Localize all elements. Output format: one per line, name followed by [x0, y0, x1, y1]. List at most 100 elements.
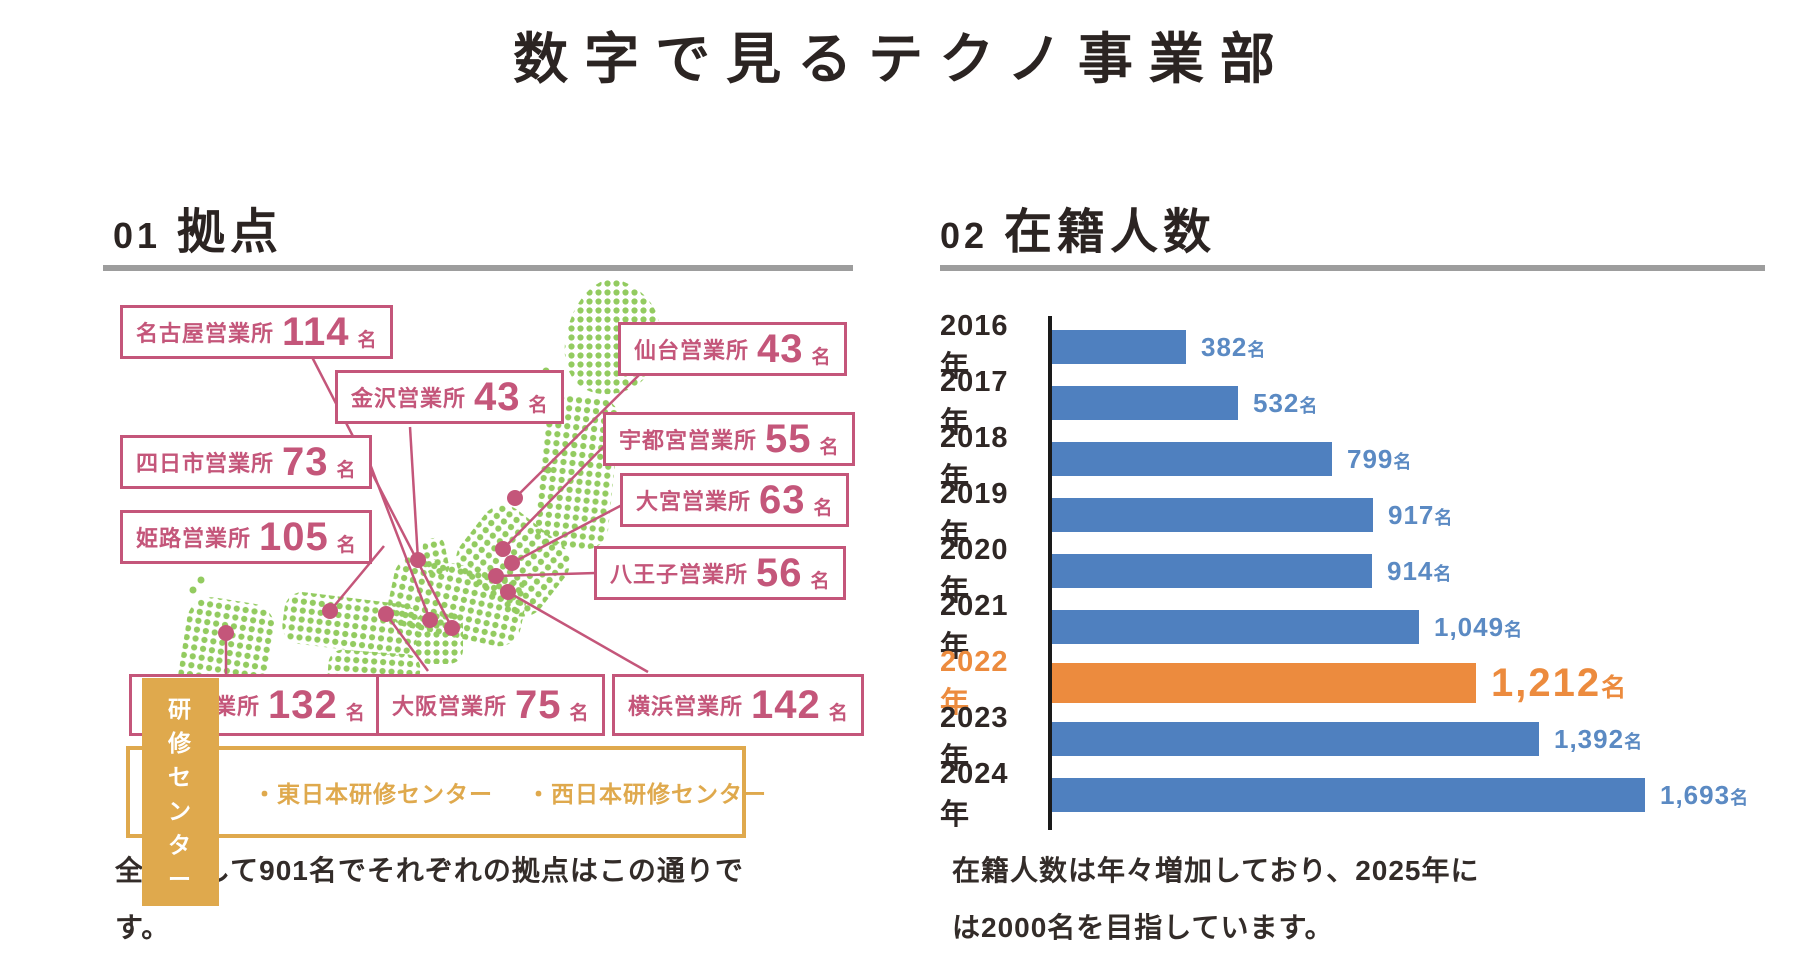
bar-row-2024年: 2024年 1,693 名 [940, 758, 1748, 831]
value-number: 1,049 [1434, 611, 1505, 642]
office-label-kanazawa: 金沢営業所 43 名 [335, 370, 564, 424]
value-number: 799 [1347, 443, 1394, 474]
value-unit: 名 [1247, 339, 1266, 360]
bar-row-2019年: 2019年 917 名 [940, 478, 1452, 551]
office-name: 金沢営業所 [351, 386, 467, 411]
office-label-utsunomiya: 宇都宮営業所 55 名 [603, 412, 855, 466]
office-count: 75 [515, 683, 562, 727]
bar-row-2021年: 2021年 1,049 名 [940, 590, 1523, 663]
year-label: 2023年 [940, 701, 1009, 775]
training-center-legend: 研修センター ・東日本研修センター ・西日本研修センター [126, 678, 766, 906]
office-unit: 名 [357, 329, 377, 351]
value-label: 532 名 [1253, 388, 1317, 419]
value-unit: 名 [1730, 787, 1749, 808]
office-count: 132 [268, 683, 338, 727]
value-number: 917 [1388, 499, 1435, 530]
legend-item-west: ・西日本研修センター [527, 781, 767, 807]
value-unit: 名 [1433, 563, 1452, 584]
bar-2024年 [1052, 778, 1645, 812]
map-connector-lines [224, 356, 649, 674]
year-label: 2016年 [940, 309, 1009, 383]
value-unit: 名 [1601, 673, 1627, 702]
office-unit: 名 [569, 702, 589, 724]
office-name: 八王子営業所 [610, 562, 749, 587]
office-label-yokohama: 横浜営業所 142 名 [612, 674, 864, 736]
bar-2021年 [1052, 610, 1419, 644]
value-unit: 名 [1393, 451, 1412, 472]
office-label-himeji: 姫路営業所 105 名 [120, 510, 372, 564]
section-headcount-title: 在籍人数 [1004, 206, 1217, 259]
bar-2018年 [1052, 442, 1332, 476]
locations-caption: 全体として901名でそれぞれの拠点はこの通りです。 [115, 855, 744, 944]
office-count: 43 [757, 327, 804, 371]
office-count: 73 [282, 440, 329, 484]
year-label: 2024年 [940, 757, 1009, 831]
office-label-yokkaichi: 四日市営業所 73 名 [120, 435, 372, 489]
office-unit: 名 [813, 497, 833, 519]
office-unit: 名 [345, 702, 365, 724]
office-unit: 名 [810, 570, 830, 592]
office-name: 仙台営業所 [634, 338, 750, 363]
office-label-hachioji: 八王子営業所 56 名 [594, 546, 846, 600]
value-number: 1,392 [1554, 723, 1625, 754]
office-count: 43 [474, 375, 521, 419]
office-label-omiya: 大宮営業所 63 名 [620, 473, 849, 527]
section-headcount-number: 02 [940, 215, 989, 256]
value-label: 382 名 [1201, 332, 1265, 363]
office-unit: 名 [819, 436, 839, 458]
value-unit: 名 [1504, 619, 1523, 640]
office-name: 宇都宮営業所 [619, 428, 758, 453]
bar-row-2017年: 2017年 532 名 [940, 366, 1317, 439]
legend-badge: 研修センター [142, 678, 219, 906]
office-unit: 名 [336, 459, 356, 481]
year-label: 2022年 [940, 645, 1009, 719]
value-label: 1,212 名 [1491, 661, 1626, 706]
bar-2019年 [1052, 498, 1373, 532]
office-unit: 名 [528, 394, 548, 416]
bar-2017年 [1052, 386, 1238, 420]
value-label: 799 名 [1347, 444, 1411, 475]
office-unit: 名 [828, 702, 848, 724]
value-label: 917 名 [1388, 500, 1452, 531]
value-number: 914 [1387, 555, 1434, 586]
section-locations-title: 拠点 [177, 206, 284, 259]
value-number: 1,693 [1660, 779, 1731, 810]
value-unit: 名 [1624, 731, 1643, 752]
section-locations-divider [103, 265, 853, 271]
page-title: 数字で見るテクノ事業部 [513, 28, 1291, 90]
bar-row-2022年: 2022年 1,212 名 [940, 646, 1626, 719]
office-count: 114 [282, 310, 350, 354]
value-number: 382 [1201, 331, 1248, 362]
headcount-caption: 在籍人数は年々増加しており、2025年には2000名を目指しています。 [952, 855, 1480, 944]
office-count: 142 [751, 683, 821, 727]
office-name: 四日市営業所 [136, 451, 275, 476]
office-unit: 名 [336, 534, 356, 556]
chart-axis [1048, 316, 1052, 830]
office-name: 大宮営業所 [636, 489, 752, 514]
section-locations-number: 01 [113, 215, 162, 256]
office-label-sendai: 仙台営業所 43 名 [618, 322, 847, 376]
office-label-osaka: 大阪営業所 75 名 [376, 674, 605, 736]
office-unit: 名 [811, 346, 831, 368]
year-label: 2018年 [940, 421, 1009, 495]
legend-item-east: ・東日本研修センター [253, 781, 493, 807]
year-label: 2019年 [940, 477, 1009, 551]
office-count: 63 [759, 478, 806, 522]
bar-2016年 [1052, 330, 1186, 364]
section-headcount-header: 02 在籍人数 [940, 192, 1216, 262]
year-label: 2020年 [940, 533, 1009, 607]
office-label-nagoya: 名古屋営業所 114 名 [120, 305, 393, 359]
bar-row-2020年: 2020年 914 名 [940, 534, 1451, 607]
value-label: 1,693 名 [1660, 780, 1748, 811]
value-label: 914 名 [1387, 556, 1451, 587]
bar-row-2016年: 2016年 382 名 [940, 310, 1265, 383]
office-name: 姫路営業所 [136, 526, 252, 551]
office-name: 横浜営業所 [628, 694, 744, 719]
value-unit: 名 [1434, 507, 1453, 528]
office-name: 名古屋営業所 [136, 321, 275, 346]
value-unit: 名 [1299, 395, 1318, 416]
bar-2020年 [1052, 554, 1372, 588]
map-city-markers [218, 490, 523, 641]
section-locations-header: 01 拠点 [113, 192, 283, 262]
